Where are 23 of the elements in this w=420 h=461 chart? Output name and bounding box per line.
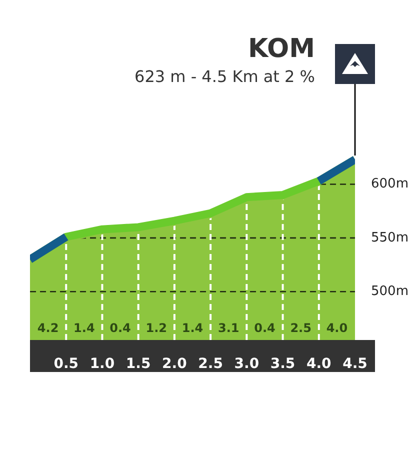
x-tick-label: 3.5 [270, 356, 296, 372]
x-tick-label: 4.0 [306, 356, 332, 372]
annotation: 1.4 [74, 321, 95, 336]
annotation: 1.2 [146, 321, 168, 336]
annotation: 3.1 [218, 321, 240, 336]
annotation: 4.2 [37, 321, 59, 336]
x-tick-label: 3.0 [234, 356, 260, 372]
chart-subtitle: 623 m - 4.5 Km at 2 % [134, 67, 315, 86]
x-tick-label: 0.5 [54, 356, 79, 372]
y-tick-label: 550m [371, 230, 408, 246]
annotation: 0.4 [254, 321, 276, 336]
y-tick-label: 500m [371, 284, 408, 300]
x-tick-label: 1.0 [90, 356, 115, 372]
annotation: 1.4 [182, 321, 204, 336]
x-tick-label: 2.5 [198, 356, 223, 372]
x-tick-label: 1.5 [126, 356, 151, 372]
y-tick-label: 600m [371, 176, 408, 192]
x-tick-label: 4.5 [342, 356, 368, 372]
annotation: 0.4 [110, 321, 131, 336]
annotation: 4.0 [326, 321, 348, 336]
chart-title: KOM [248, 34, 315, 64]
annotation: 2.5 [290, 321, 312, 336]
x-tick-label: 2.0 [162, 356, 188, 372]
